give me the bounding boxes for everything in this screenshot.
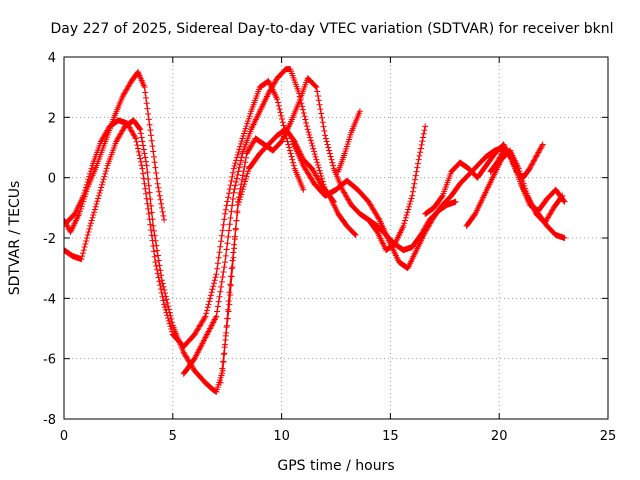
- plus-markers: [180, 66, 337, 377]
- x-tick-label: 0: [60, 429, 68, 444]
- series-track-7: [335, 108, 363, 175]
- y-tick-label: -4: [43, 292, 56, 307]
- y-tick-label: -2: [43, 232, 56, 247]
- plus-markers: [64, 78, 307, 350]
- y-axis-label: SDTVAR / TECUs: [7, 181, 23, 296]
- axis-ticks: 0 5 10 15 20 25 -8 -6 -4 -2 0 2 4: [43, 51, 616, 444]
- x-tick-label: 10: [273, 429, 290, 444]
- y-tick-label: 0: [48, 172, 56, 187]
- y-tick-label: -6: [43, 353, 56, 368]
- plus-markers: [463, 147, 566, 229]
- x-axis-label: GPS time / hours: [277, 458, 394, 474]
- plus-markers: [335, 108, 363, 175]
- plus-markers: [365, 123, 429, 254]
- data-series: [64, 66, 568, 395]
- plus-markers: [64, 117, 359, 395]
- series-track-3: [64, 78, 307, 350]
- x-tick-label: 20: [491, 429, 508, 444]
- y-tick-label: 2: [48, 111, 56, 126]
- series-track-4: [180, 66, 337, 377]
- series-track-2: [64, 69, 168, 235]
- y-tick-label: -8: [43, 413, 56, 428]
- x-tick-label: 5: [169, 429, 177, 444]
- series-track-11: [463, 147, 566, 229]
- grid: [64, 57, 608, 419]
- series-track-1: [64, 117, 359, 395]
- x-tick-label: 25: [600, 429, 617, 444]
- y-tick-label: 4: [48, 51, 56, 66]
- series-track-8: [365, 123, 429, 254]
- chart-title: Day 227 of 2025, Sidereal Day-to-day VTE…: [51, 21, 614, 37]
- x-tick-label: 15: [382, 429, 399, 444]
- series-line: [65, 80, 304, 348]
